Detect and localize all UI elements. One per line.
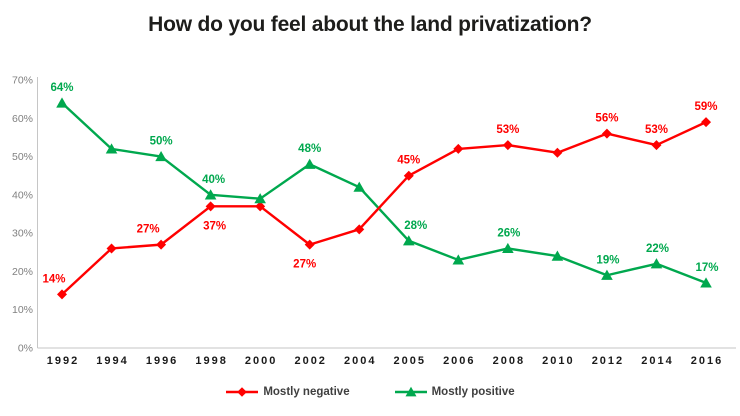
legend-label: Mostly negative: [263, 386, 350, 398]
diamond-marker-icon: [156, 239, 167, 250]
triangle-marker-icon: [155, 150, 167, 162]
legend-item-mostly-negative: Mostly negative: [225, 386, 350, 398]
x-tick-label: 2006: [443, 355, 475, 367]
diamond-marker-icon: [304, 239, 315, 250]
triangle-marker-icon: [204, 189, 217, 200]
diamond-marker-icon: [701, 117, 712, 128]
legend-diamond-icon: [226, 387, 259, 397]
x-tick-label: 2000: [245, 355, 277, 367]
data-label: 50%: [150, 136, 173, 148]
y-tick-label: 0%: [18, 343, 33, 355]
data-label: 17%: [696, 262, 719, 274]
y-tick-label: 50%: [12, 151, 33, 163]
triangle-marker-icon: [402, 235, 415, 246]
diamond-marker-icon: [57, 289, 67, 300]
diamond-marker-icon: [403, 170, 414, 181]
data-label: 26%: [497, 227, 520, 239]
data-label: 45%: [397, 155, 420, 167]
series-line-mostly-negative: [61, 121, 707, 296]
data-label: 22%: [646, 243, 669, 255]
data-label: 19%: [596, 254, 619, 266]
diamond-marker-icon: [106, 243, 117, 254]
chart-title: How do you feel about the land privatiza…: [148, 13, 592, 36]
data-label: 37%: [203, 220, 226, 232]
diamond-marker-icon: [205, 201, 216, 212]
data-label: 40%: [202, 174, 225, 186]
data-label: 64%: [50, 82, 73, 94]
data-label: 59%: [695, 101, 718, 113]
diamond-marker-icon: [601, 128, 612, 139]
y-tick-label: 70%: [12, 75, 33, 87]
x-tick-label: 2016: [691, 355, 723, 367]
data-label: 56%: [595, 113, 618, 125]
data-label: 48%: [298, 143, 321, 155]
series-line-mostly-positive: [61, 102, 707, 285]
diamond-marker-icon: [354, 224, 365, 235]
triangle-marker-icon: [502, 242, 514, 254]
triangle-marker-icon: [700, 277, 712, 288]
y-tick-label: 40%: [12, 189, 33, 201]
chart-legend: Mostly negative Mostly positive: [0, 383, 740, 401]
x-tick-label: 1992: [47, 355, 79, 367]
triangle-marker-icon: [452, 254, 465, 265]
x-tick-label: 1996: [146, 355, 178, 367]
triangle-marker-icon: [353, 181, 366, 192]
x-tick-label: 1994: [96, 355, 128, 367]
data-label: 28%: [404, 220, 427, 232]
triangle-marker-icon: [56, 97, 68, 108]
triangle-marker-icon: [254, 193, 266, 204]
diamond-marker-icon: [651, 140, 662, 151]
diamond-marker-icon: [237, 387, 248, 397]
diamond-marker-icon: [255, 201, 266, 212]
x-tick-label: 2014: [641, 355, 673, 367]
x-tick-label: 1998: [195, 355, 227, 367]
diamond-marker-icon: [453, 143, 464, 154]
triangle-marker-icon: [551, 250, 564, 261]
diamond-marker-icon: [502, 140, 513, 151]
triangle-marker-icon: [105, 143, 118, 154]
diamond-marker-icon: [552, 147, 563, 158]
y-tick-label: 60%: [12, 113, 33, 125]
triangle-marker-icon: [650, 258, 663, 269]
data-label: 53%: [645, 124, 668, 136]
data-label: 14%: [42, 273, 65, 285]
x-tick-label: 2004: [344, 355, 376, 367]
x-tick-label: 2008: [493, 355, 525, 367]
triangle-marker-icon: [303, 158, 316, 169]
y-tick-label: 30%: [12, 228, 33, 240]
y-tick-label: 20%: [12, 266, 33, 278]
data-label: 53%: [496, 124, 519, 136]
data-label: 27%: [137, 224, 160, 236]
triangle-marker-icon: [405, 386, 417, 397]
legend-triangle-icon: [394, 386, 427, 397]
x-tick-label: 2012: [592, 355, 624, 367]
triangle-marker-icon: [601, 269, 613, 280]
legend-label: Mostly positive: [431, 386, 515, 398]
x-tick-label: 2005: [394, 355, 426, 367]
x-tick-label: 2010: [542, 355, 574, 367]
y-tick-label: 10%: [12, 304, 33, 316]
legend-item-mostly-positive: Mostly positive: [394, 386, 515, 398]
x-tick-label: 2002: [294, 355, 326, 367]
data-label: 27%: [293, 259, 316, 271]
